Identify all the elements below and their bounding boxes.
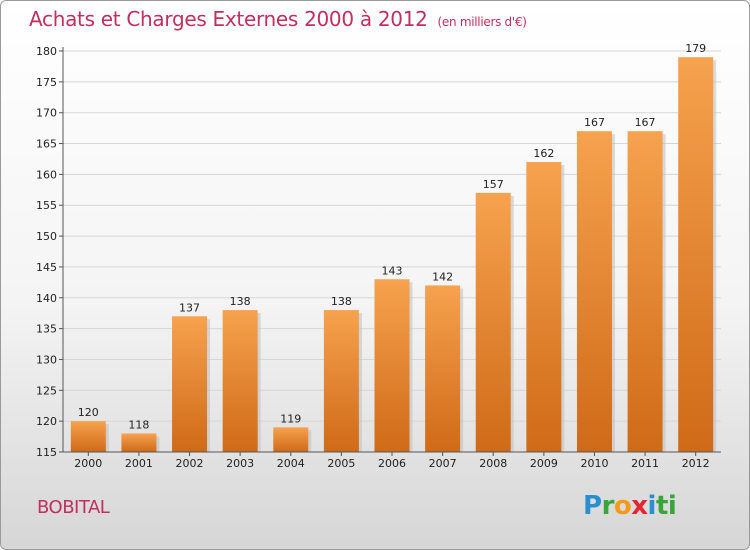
axes: 115 120 125 130 135 140 145 150 155 160 165 170 175 1… [36, 45, 721, 470]
bar [222, 310, 258, 452]
bars: 120 118 137 138 119 138 143 142 157 162 167 167 179 [70, 42, 717, 453]
y-tick-label: 120 [36, 415, 57, 428]
logo-letter: P [583, 491, 602, 521]
bar [526, 162, 562, 453]
x-tick-label: 2003 [226, 457, 254, 470]
y-tick-label: 150 [36, 230, 57, 243]
bar-value-label: 179 [685, 42, 706, 55]
logo-letter: x [631, 491, 648, 521]
x-tick-label: 2005 [327, 457, 355, 470]
title-text: Achats et Charges Externes 2000 à 2012 [29, 7, 428, 31]
bar [678, 57, 714, 453]
x-tick-label: 2011 [631, 457, 659, 470]
y-tick-label: 115 [36, 446, 57, 459]
logo-letter: o [613, 491, 632, 521]
x-tick-label: 2008 [479, 457, 507, 470]
bar-value-label: 162 [533, 147, 554, 160]
bar [273, 427, 309, 452]
bar-value-label: 120 [78, 406, 99, 419]
bar-value-label: 138 [331, 295, 352, 308]
x-tick-label: 2012 [682, 457, 710, 470]
logo-letter: i [647, 491, 657, 521]
x-tick-label: 2004 [277, 457, 305, 470]
y-tick-label: 145 [36, 261, 57, 274]
bar-value-label: 118 [128, 418, 149, 431]
bar [627, 131, 663, 452]
bar [172, 316, 208, 452]
x-tick-label: 2010 [580, 457, 608, 470]
bar-value-label: 167 [635, 116, 656, 129]
bar-value-label: 143 [382, 264, 403, 277]
y-tick-label: 125 [36, 384, 57, 397]
x-tick-label: 2000 [74, 457, 102, 470]
logo-letter: r [601, 491, 615, 521]
bar [374, 279, 410, 452]
y-tick-label: 130 [36, 353, 57, 366]
x-tick-label: 2006 [378, 457, 406, 470]
chart-subtitle: (en milliers d'€) [437, 15, 527, 29]
bar-value-label: 137 [179, 301, 200, 314]
bar [475, 192, 511, 452]
proxiti-logo[interactable]: Proxiti [583, 491, 677, 521]
y-tick-label: 170 [36, 107, 57, 120]
y-tick-label: 165 [36, 138, 57, 151]
bar [576, 131, 612, 452]
bar [121, 433, 157, 452]
logo-letter: ti [655, 491, 677, 521]
bar [70, 421, 106, 452]
y-tick-label: 180 [36, 45, 57, 58]
town-name: BOBITAL [37, 497, 110, 518]
bar-value-label: 119 [280, 412, 301, 425]
y-tick-label: 155 [36, 199, 57, 212]
bar [425, 285, 461, 452]
x-tick-label: 2002 [176, 457, 204, 470]
x-tick-label: 2007 [429, 457, 457, 470]
y-tick-label: 160 [36, 168, 57, 181]
x-tick-label: 2001 [125, 457, 153, 470]
y-tick-label: 140 [36, 292, 57, 305]
y-tick-label: 175 [36, 76, 57, 89]
x-tick-label: 2009 [530, 457, 558, 470]
chart-title: Achats et Charges Externes 2000 à 2012 (e… [29, 7, 527, 31]
bar-value-label: 157 [483, 178, 504, 191]
bar [323, 310, 359, 452]
bar-value-label: 167 [584, 116, 605, 129]
bar-value-label: 138 [230, 295, 251, 308]
y-tick-label: 135 [36, 323, 57, 336]
bar-value-label: 142 [432, 270, 453, 283]
